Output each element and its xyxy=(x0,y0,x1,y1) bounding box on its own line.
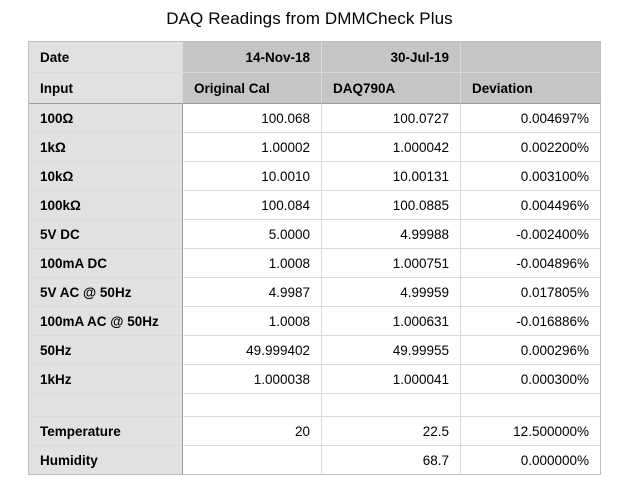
cell-deviation: 0.000000% xyxy=(461,446,601,475)
table-row-5v-dc: 5V DC 5.0000 4.99988 -0.002400% xyxy=(29,220,601,249)
cell-input: 100mA DC xyxy=(29,249,183,278)
cell-daq790a: 100.0885 xyxy=(322,191,461,220)
table-row-humidity: Humidity 68.7 0.000000% xyxy=(29,446,601,475)
cell-original-cal: 1.0008 xyxy=(183,307,322,336)
cell-deviation: -0.002400% xyxy=(461,220,601,249)
cell-original-cal: 1.0008 xyxy=(183,249,322,278)
cell-daq790a: 1.000041 xyxy=(322,365,461,394)
cell-deviation: 0.002200% xyxy=(461,133,601,162)
table-header-date-row: Date 14-Nov-18 30-Jul-19 xyxy=(29,42,601,73)
table-row-10kohm: 10kΩ 10.0010 10.00131 0.003100% xyxy=(29,162,601,191)
cell-deviation: -0.004896% xyxy=(461,249,601,278)
header-input-label: Input xyxy=(29,73,183,104)
cell-original-cal: 100.068 xyxy=(183,104,322,133)
cell-daq790a: 22.5 xyxy=(322,417,461,446)
cell-original-cal: 5.0000 xyxy=(183,220,322,249)
cell-deviation: 0.004697% xyxy=(461,104,601,133)
cell-input: 100mA AC @ 50Hz xyxy=(29,307,183,336)
cell-original-cal: 100.084 xyxy=(183,191,322,220)
cell-daq790a: 100.0727 xyxy=(322,104,461,133)
cell-daq790a: 1.000751 xyxy=(322,249,461,278)
cell-deviation xyxy=(461,394,601,417)
cell-deviation: 0.003100% xyxy=(461,162,601,191)
header-date-new: 30-Jul-19 xyxy=(322,42,461,73)
cell-daq790a: 4.99988 xyxy=(322,220,461,249)
cell-input: 50Hz xyxy=(29,336,183,365)
header-daq790a-label: DAQ790A xyxy=(322,73,461,104)
cell-deviation: 0.000300% xyxy=(461,365,601,394)
cell-deviation: -0.016886% xyxy=(461,307,601,336)
cell-daq790a xyxy=(322,394,461,417)
table-row-100kohm: 100kΩ 100.084 100.0885 0.004496% xyxy=(29,191,601,220)
table-row-1kohm: 1kΩ 1.00002 1.000042 0.002200% xyxy=(29,133,601,162)
table-row-100ma-dc: 100mA DC 1.0008 1.000751 -0.004896% xyxy=(29,249,601,278)
header-original-cal-label: Original Cal xyxy=(183,73,322,104)
table-row-50hz: 50Hz 49.999402 49.99955 0.000296% xyxy=(29,336,601,365)
cell-daq790a: 1.000042 xyxy=(322,133,461,162)
cell-original-cal: 4.9987 xyxy=(183,278,322,307)
cell-deviation: 12.500000% xyxy=(461,417,601,446)
cell-input: 1kΩ xyxy=(29,133,183,162)
cell-input: Temperature xyxy=(29,417,183,446)
cell-input: 5V DC xyxy=(29,220,183,249)
cell-daq790a: 49.99955 xyxy=(322,336,461,365)
cell-original-cal xyxy=(183,394,322,417)
table-row-5v-ac-50hz: 5V AC @ 50Hz 4.9987 4.99959 0.017805% xyxy=(29,278,601,307)
cell-input xyxy=(29,394,183,417)
table-row-1khz: 1kHz 1.000038 1.000041 0.000300% xyxy=(29,365,601,394)
cell-input: 1kHz xyxy=(29,365,183,394)
cell-input: 100kΩ xyxy=(29,191,183,220)
cell-original-cal: 1.000038 xyxy=(183,365,322,394)
table-row-temperature: Temperature 20 22.5 12.500000% xyxy=(29,417,601,446)
readings-table: Date 14-Nov-18 30-Jul-19 Input Original … xyxy=(28,41,601,475)
cell-deviation: 0.000296% xyxy=(461,336,601,365)
cell-original-cal: 1.00002 xyxy=(183,133,322,162)
cell-original-cal: 20 xyxy=(183,417,322,446)
cell-original-cal xyxy=(183,446,322,475)
cell-input: 100Ω xyxy=(29,104,183,133)
cell-deviation: 0.017805% xyxy=(461,278,601,307)
cell-original-cal: 10.0010 xyxy=(183,162,322,191)
header-date-empty xyxy=(461,42,601,73)
table-header-columns-row: Input Original Cal DAQ790A Deviation xyxy=(29,73,601,104)
header-date-original: 14-Nov-18 xyxy=(183,42,322,73)
cell-original-cal: 49.999402 xyxy=(183,336,322,365)
header-deviation-label: Deviation xyxy=(461,73,601,104)
cell-daq790a: 10.00131 xyxy=(322,162,461,191)
table-row-100ma-ac-50hz: 100mA AC @ 50Hz 1.0008 1.000631 -0.01688… xyxy=(29,307,601,336)
header-date-label: Date xyxy=(29,42,183,73)
page-title: DAQ Readings from DMMCheck Plus xyxy=(166,9,453,28)
table-row-spacer xyxy=(29,394,601,417)
cell-input: 10kΩ xyxy=(29,162,183,191)
table-row-100ohm: 100Ω 100.068 100.0727 0.004697% xyxy=(29,104,601,133)
cell-daq790a: 68.7 xyxy=(322,446,461,475)
cell-daq790a: 1.000631 xyxy=(322,307,461,336)
cell-input: Humidity xyxy=(29,446,183,475)
cell-deviation: 0.004496% xyxy=(461,191,601,220)
cell-daq790a: 4.99959 xyxy=(322,278,461,307)
cell-input: 5V AC @ 50Hz xyxy=(29,278,183,307)
